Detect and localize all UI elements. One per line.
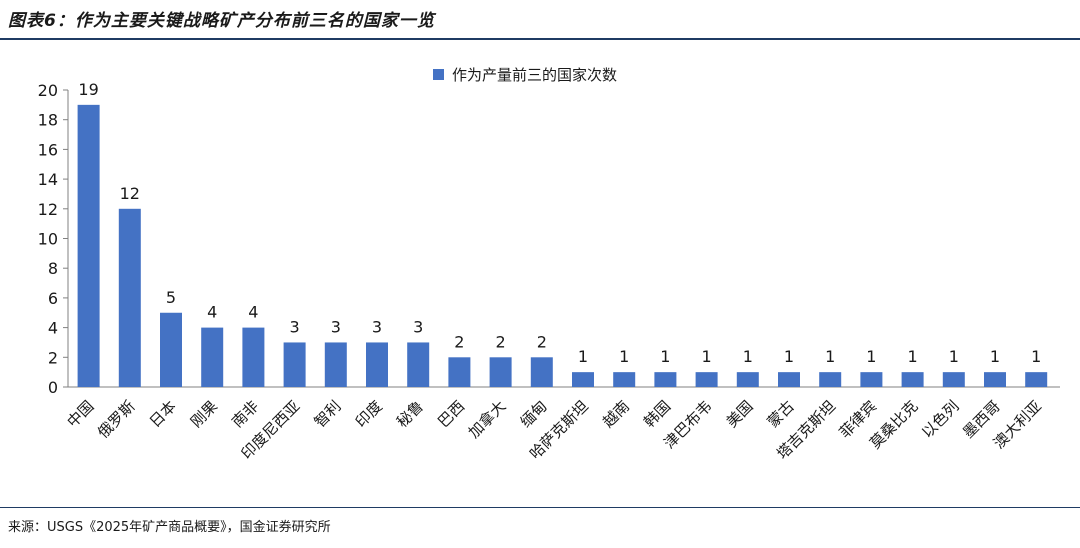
bar (736, 372, 759, 387)
source-note: 来源：USGS《2025年矿产商品概要》，国金证券研究所 (8, 520, 331, 535)
data-label: 1 (660, 347, 670, 366)
data-label: 4 (248, 303, 258, 322)
data-label: 3 (290, 317, 300, 336)
bar (283, 342, 306, 387)
bar (778, 372, 800, 387)
x-tick-label: 加拿大 (465, 397, 510, 442)
bar (654, 372, 677, 387)
x-tick-label: 越南 (599, 397, 633, 431)
x-tick-label: 秘鲁 (393, 397, 427, 431)
x-tick-label: 蒙古 (764, 397, 798, 431)
data-label: 1 (619, 347, 629, 366)
x-tick-label: 缅甸 (517, 397, 551, 431)
legend-label: 作为产量前三的国家次数 (452, 66, 617, 84)
y-tick-label: 18 (38, 111, 58, 130)
data-label: 1 (825, 347, 835, 366)
bar (613, 372, 636, 387)
bar (984, 372, 1006, 387)
bottom-rule (0, 507, 1080, 508)
bar (572, 372, 594, 387)
bar (324, 342, 347, 387)
y-tick-label: 20 (38, 81, 58, 100)
bar (1025, 372, 1048, 387)
figure-title: 图表6：作为主要关键战略矿产分布前三名的国家一览 (8, 11, 435, 31)
data-label: 3 (413, 317, 423, 336)
data-label: 12 (120, 184, 140, 203)
x-tick-label: 俄罗斯 (94, 397, 139, 442)
bar (860, 372, 883, 387)
x-tick-label: 印度 (352, 397, 386, 431)
data-label: 1 (908, 347, 918, 366)
data-label: 2 (496, 332, 506, 351)
y-tick-label: 4 (48, 319, 58, 338)
x-tick-label: 南非 (228, 397, 262, 431)
top-rule (0, 38, 1080, 40)
data-label: 1 (743, 347, 753, 366)
x-tick-label: 智利 (311, 397, 345, 431)
data-label: 1 (578, 347, 588, 366)
bar (819, 372, 842, 387)
bar (366, 342, 388, 387)
y-tick-label: 2 (48, 348, 58, 367)
data-label: 1 (784, 347, 794, 366)
bar (901, 372, 924, 387)
y-tick-label: 12 (38, 200, 58, 219)
bar (77, 104, 100, 387)
bar (448, 357, 471, 387)
x-tick-label: 美国 (723, 397, 757, 431)
y-tick-label: 16 (38, 140, 58, 159)
x-tick-label: 中国 (63, 397, 97, 431)
data-label: 5 (166, 288, 176, 307)
data-label: 2 (537, 332, 547, 351)
data-label: 19 (78, 80, 98, 99)
y-tick-label: 0 (48, 378, 58, 397)
bar (242, 327, 265, 387)
data-label: 1 (949, 347, 959, 366)
legend: 作为产量前三的国家次数 (433, 66, 617, 84)
bar (160, 312, 182, 387)
bar (201, 327, 224, 387)
data-label: 4 (207, 303, 217, 322)
y-tick-label: 10 (38, 230, 58, 249)
data-label: 2 (454, 332, 464, 351)
x-tick-label: 以色列 (918, 397, 963, 442)
data-label: 3 (331, 317, 341, 336)
bar (407, 342, 430, 387)
y-tick-label: 14 (38, 170, 58, 189)
data-label: 1 (866, 347, 876, 366)
y-tick-label: 6 (48, 289, 58, 308)
data-label: 3 (372, 317, 382, 336)
bar (118, 208, 141, 387)
data-label: 1 (702, 347, 712, 366)
legend-swatch (433, 69, 444, 80)
bar (695, 372, 718, 387)
x-tick-label: 韩国 (640, 397, 674, 431)
bar (530, 357, 553, 387)
x-tick-label: 巴西 (434, 397, 468, 431)
y-tick-label: 8 (48, 259, 58, 278)
x-tick-label: 日本 (146, 397, 180, 431)
bar (489, 357, 512, 387)
y-tick-labels: 0 2 4 6 8 10 12 14 16 18 20 (38, 81, 68, 397)
bar (942, 372, 965, 387)
x-tick-label: 刚果 (187, 397, 221, 431)
data-label: 1 (990, 347, 1000, 366)
data-label: 1 (1031, 347, 1041, 366)
bars: 19 12 5 4 4 3 3 3 3 2 2 2 1 1 1 1 1 1 1 1 1 1 1 1 (77, 80, 1048, 387)
